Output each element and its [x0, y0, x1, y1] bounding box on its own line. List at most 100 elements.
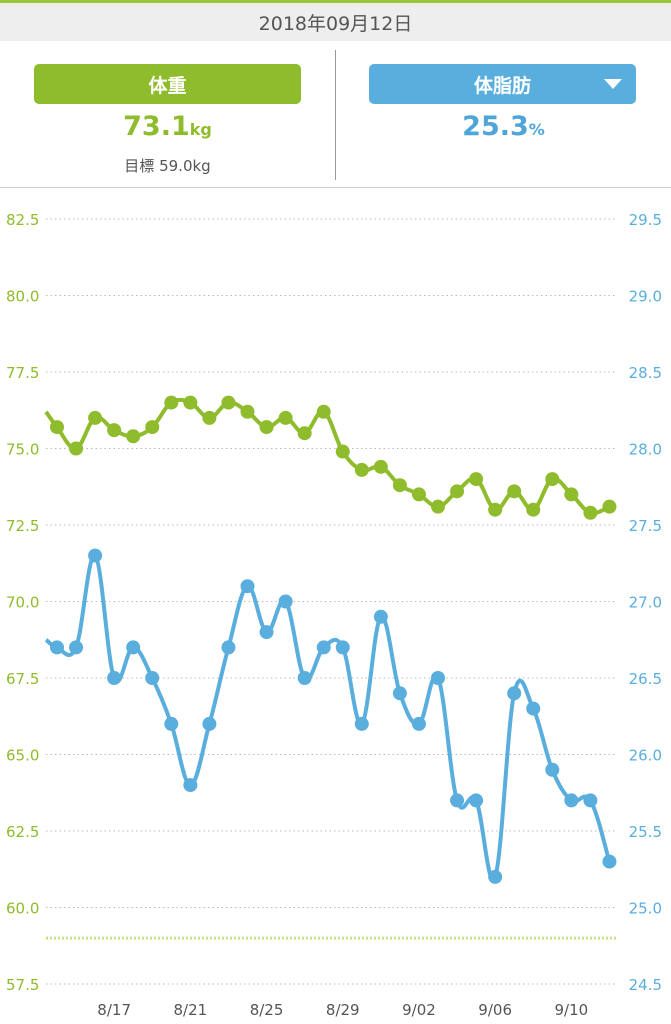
- date-label: 2018年09月12日: [258, 12, 413, 35]
- body-fat-data-point: [202, 716, 217, 731]
- y-right-tick-label: 29.5: [629, 211, 662, 229]
- goal-value: 59.0kg: [159, 157, 211, 175]
- weight-data-point: [221, 395, 236, 410]
- weight-data-point: [564, 487, 579, 502]
- weight-data-point: [145, 420, 160, 435]
- weight-data-point: [431, 499, 445, 514]
- y-left-tick-label: 70.0: [6, 594, 39, 612]
- body-fat-data-point: [526, 701, 541, 716]
- date-header: 2018年09月12日: [0, 3, 671, 41]
- top-accent-line: [0, 0, 671, 3]
- y-left-tick-label: 77.5: [6, 364, 39, 382]
- header-divider: [0, 187, 671, 188]
- body-fat-data-point: [164, 716, 179, 731]
- body-fat-dropdown-button[interactable]: 体脂肪: [369, 64, 636, 104]
- weight-data-point: [164, 395, 179, 410]
- body-fat-data-point: [240, 579, 255, 594]
- x-tick-label: 8/17: [97, 1001, 131, 1019]
- weight-data-point: [278, 410, 293, 425]
- weight-data-point: [316, 404, 331, 419]
- y-left-tick-label: 62.5: [6, 823, 39, 841]
- weight-value: 73.1kg: [0, 111, 335, 142]
- body-fat-series-line: [44, 553, 612, 882]
- weight-data-point: [392, 478, 407, 493]
- body-fat-data-point: [69, 640, 84, 655]
- weight-data-point: [88, 410, 103, 425]
- body-fat-data-point: [354, 716, 369, 731]
- caret-down-icon: [604, 79, 622, 89]
- x-tick-label: 8/21: [174, 1001, 208, 1019]
- weight-data-point: [602, 499, 617, 514]
- goal-label: 目標: [124, 157, 155, 175]
- weight-data-point: [469, 472, 484, 487]
- body-fat-data-point: [316, 640, 331, 655]
- body-fat-data-point: [545, 762, 560, 777]
- body-fat-data-point: [450, 793, 465, 808]
- y-right-tick-label: 25.0: [629, 900, 662, 918]
- weight-data-point: [50, 420, 64, 435]
- x-tick-label: 8/25: [250, 1001, 284, 1019]
- weight-number: 73.1: [123, 111, 190, 142]
- weight-data-point: [545, 472, 560, 487]
- body-fat-data-point: [183, 778, 198, 793]
- y-right-tick-label: 28.5: [629, 364, 662, 382]
- weight-data-point: [126, 429, 141, 444]
- weight-data-point: [411, 487, 426, 502]
- y-right-tick-label: 24.5: [629, 976, 662, 994]
- y-right-tick-label: 25.5: [629, 823, 662, 841]
- body-fat-data-point: [50, 640, 64, 655]
- weight-tab-button[interactable]: 体重: [34, 64, 301, 104]
- body-fat-data-point: [564, 793, 579, 808]
- weight-data-point: [583, 505, 598, 520]
- body-fat-data-point: [602, 854, 617, 869]
- body-fat-data-point: [335, 640, 350, 655]
- x-tick-label: 8/29: [326, 1001, 360, 1019]
- body-fat-number: 25.3: [462, 111, 529, 142]
- x-tick-label: 9/06: [478, 1001, 512, 1019]
- y-left-tick-label: 72.5: [6, 517, 39, 535]
- x-tick-label: 9/10: [555, 1001, 589, 1019]
- weight-data-point: [69, 441, 84, 456]
- body-fat-data-point: [259, 625, 274, 640]
- y-left-tick-label: 75.0: [6, 441, 39, 459]
- weight-data-point: [373, 459, 388, 474]
- body-fat-data-point: [221, 640, 236, 655]
- body-fat-data-point: [392, 686, 407, 701]
- body-fat-data-point: [145, 671, 160, 685]
- y-right-tick-label: 29.0: [629, 288, 662, 306]
- body-fat-data-point: [297, 671, 312, 685]
- weight-data-point: [202, 410, 217, 425]
- y-left-tick-label: 57.5: [6, 976, 39, 994]
- body-fat-data-point: [88, 548, 103, 563]
- y-right-tick-label: 26.0: [629, 747, 662, 765]
- y-left-tick-label: 67.5: [6, 670, 39, 688]
- weight-data-point: [183, 395, 198, 410]
- weight-data-point: [488, 502, 503, 517]
- body-fat-value: 25.3%: [336, 111, 671, 142]
- y-right-tick-label: 26.5: [629, 670, 662, 688]
- body-fat-data-point: [373, 609, 388, 624]
- y-left-tick-label: 82.5: [6, 211, 39, 229]
- body-fat-data-point: [507, 686, 522, 701]
- weight-data-point: [526, 502, 541, 517]
- body-fat-data-point: [431, 671, 445, 685]
- panel-divider: [335, 50, 336, 180]
- x-tick-label: 9/02: [402, 1001, 436, 1019]
- body-fat-data-point: [126, 640, 141, 655]
- body-fat-unit: %: [528, 120, 545, 139]
- weight-bodyfat-chart: 82.5 29.5 80.0 29.0 77.5 28.5 75.0 28.0 72.5 27.5…: [6, 211, 662, 1019]
- y-right-tick-label: 27.0: [629, 594, 662, 612]
- weight-data-point: [450, 484, 465, 499]
- body-fat-panel: 体脂肪 25.3%: [336, 41, 671, 189]
- weight-panel: 体重 73.1kg 目標 59.0kg: [0, 41, 335, 189]
- weight-tab-label: 体重: [148, 74, 187, 97]
- weight-goal: 目標 59.0kg: [0, 155, 335, 176]
- body-fat-data-point: [278, 594, 293, 609]
- weight-data-point: [335, 444, 350, 459]
- weight-data-point: [259, 420, 274, 435]
- y-right-tick-label: 28.0: [629, 441, 662, 459]
- weight-data-point: [354, 462, 369, 477]
- weight-data-point: [240, 404, 255, 419]
- body-fat-data-point: [488, 869, 503, 884]
- body-fat-data-point: [469, 793, 484, 808]
